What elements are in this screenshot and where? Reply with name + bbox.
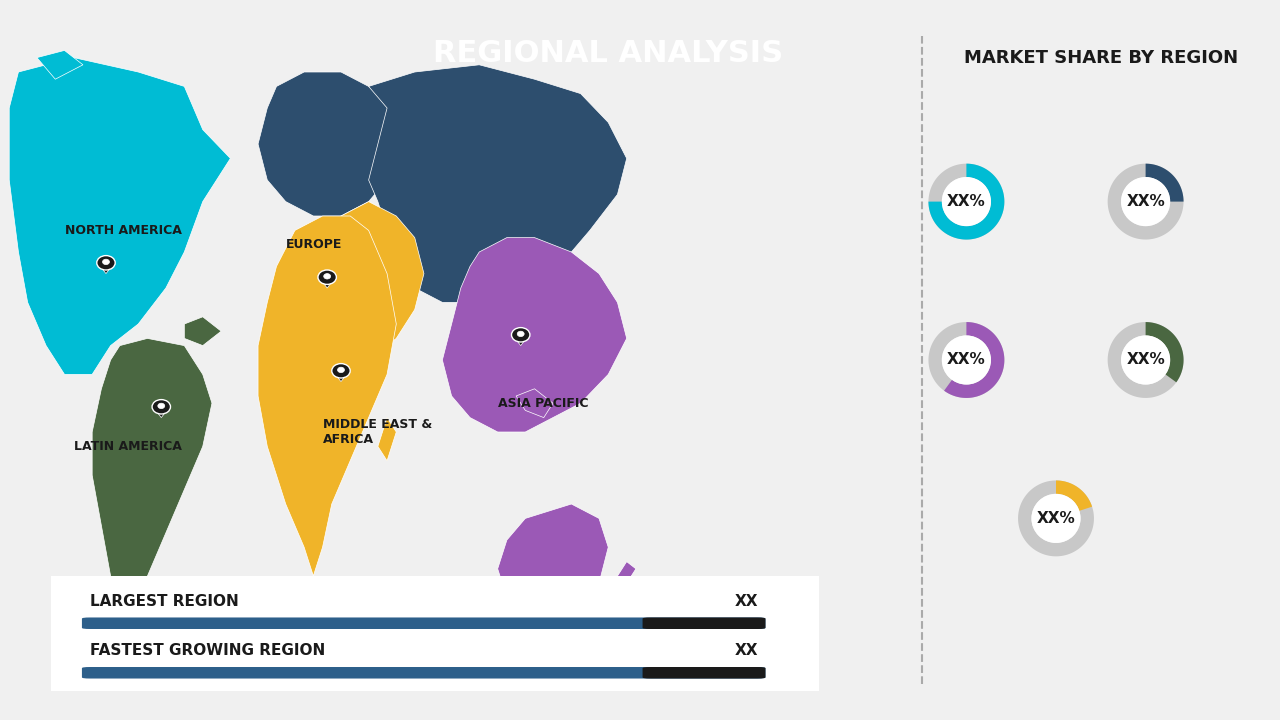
Text: XX%: XX% <box>1126 353 1165 367</box>
Text: MARKET SHARE BY REGION: MARKET SHARE BY REGION <box>964 49 1238 67</box>
Circle shape <box>157 403 165 409</box>
Text: XX%: XX% <box>1037 511 1075 526</box>
Polygon shape <box>184 317 221 346</box>
Polygon shape <box>259 216 397 576</box>
FancyBboxPatch shape <box>643 618 765 629</box>
Text: ASIA PACIFIC: ASIA PACIFIC <box>498 397 589 410</box>
Polygon shape <box>37 50 83 79</box>
Text: FASTEST GROWING REGION: FASTEST GROWING REGION <box>90 644 325 658</box>
Text: NORTH AMERICA: NORTH AMERICA <box>64 224 182 237</box>
FancyBboxPatch shape <box>36 574 835 693</box>
Polygon shape <box>9 58 230 374</box>
Circle shape <box>152 400 170 414</box>
Polygon shape <box>99 265 113 274</box>
Polygon shape <box>1056 480 1092 510</box>
FancyBboxPatch shape <box>643 667 765 678</box>
Circle shape <box>1121 336 1170 384</box>
Text: LARGEST REGION: LARGEST REGION <box>90 594 238 609</box>
Circle shape <box>324 274 330 279</box>
Polygon shape <box>945 322 1005 398</box>
Circle shape <box>1032 494 1080 543</box>
Text: XX: XX <box>735 644 758 658</box>
Polygon shape <box>617 562 636 583</box>
FancyBboxPatch shape <box>82 618 765 629</box>
Polygon shape <box>320 279 334 288</box>
Text: EUROPE: EUROPE <box>285 238 342 251</box>
Polygon shape <box>369 65 627 302</box>
Polygon shape <box>1107 322 1184 398</box>
Polygon shape <box>516 389 553 418</box>
Text: REGIONAL ANALYSIS: REGIONAL ANALYSIS <box>433 40 783 68</box>
Circle shape <box>942 177 991 226</box>
Text: XX%: XX% <box>947 194 986 209</box>
Polygon shape <box>928 163 1005 240</box>
FancyBboxPatch shape <box>82 667 765 678</box>
Text: MIDDLE EAST &
AFRICA: MIDDLE EAST & AFRICA <box>323 418 431 446</box>
Polygon shape <box>276 202 424 374</box>
Text: LATIN AMERICA: LATIN AMERICA <box>74 440 182 453</box>
Polygon shape <box>1146 163 1184 202</box>
Circle shape <box>517 331 525 336</box>
Polygon shape <box>1018 480 1094 557</box>
Polygon shape <box>259 72 406 216</box>
Polygon shape <box>928 163 1005 240</box>
Polygon shape <box>378 418 397 461</box>
Circle shape <box>942 336 991 384</box>
Circle shape <box>332 364 351 378</box>
Polygon shape <box>928 322 1005 398</box>
Polygon shape <box>1146 322 1184 382</box>
Circle shape <box>102 259 110 265</box>
Polygon shape <box>92 338 212 648</box>
Text: XX: XX <box>735 594 758 609</box>
Text: XX%: XX% <box>947 353 986 367</box>
Circle shape <box>338 367 344 373</box>
Polygon shape <box>334 373 348 382</box>
Polygon shape <box>498 504 608 612</box>
Polygon shape <box>443 238 627 432</box>
Polygon shape <box>1107 163 1184 240</box>
Polygon shape <box>155 409 168 418</box>
Circle shape <box>512 328 530 342</box>
Circle shape <box>97 256 115 270</box>
Circle shape <box>1121 177 1170 226</box>
Circle shape <box>317 270 337 284</box>
Text: XX%: XX% <box>1126 194 1165 209</box>
Polygon shape <box>513 337 527 346</box>
